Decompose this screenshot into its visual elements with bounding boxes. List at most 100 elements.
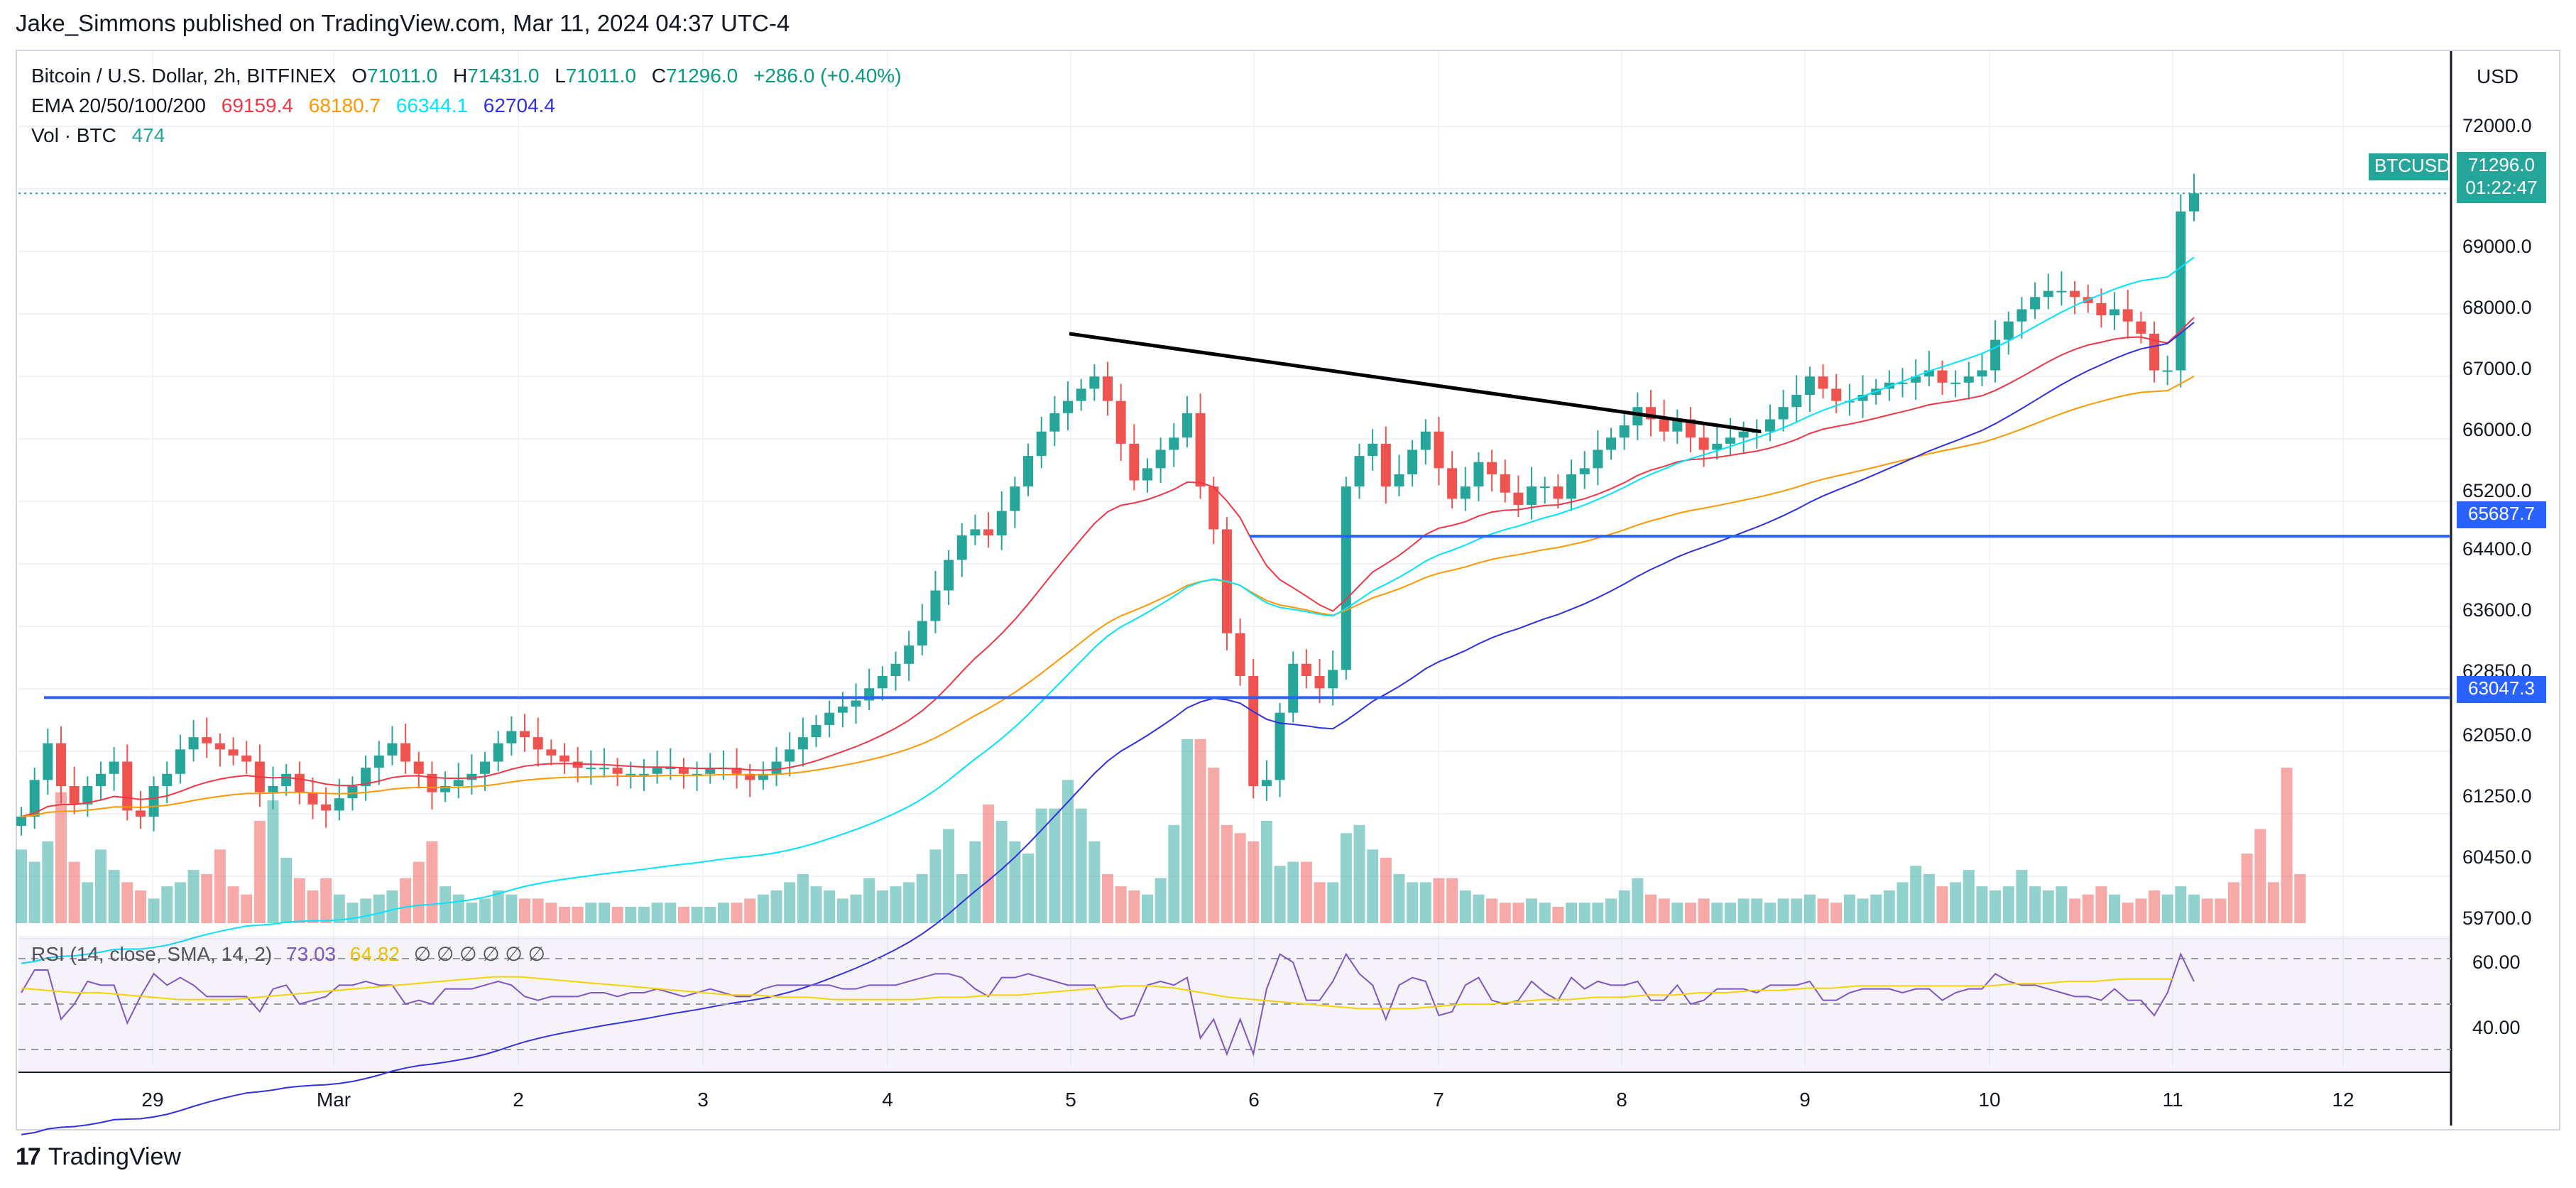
candle-body	[1712, 443, 1723, 450]
volume-bar	[1671, 903, 1683, 923]
candle	[453, 763, 464, 799]
candle-body	[1791, 395, 1802, 408]
price-tick-label: 65200.0	[2462, 480, 2532, 501]
volume-bar	[1751, 898, 1763, 923]
rsi-sma-line	[21, 976, 2173, 1010]
candle-body	[1579, 468, 1590, 474]
volume-bar	[519, 898, 531, 923]
candle-body	[2056, 290, 2067, 293]
candle-body	[413, 761, 424, 774]
volume-bar	[1843, 894, 1855, 923]
ema200-value: 62704.4	[483, 94, 555, 116]
volume-bar	[426, 841, 438, 923]
volume-bar	[1632, 878, 1644, 923]
volume-bar	[1936, 886, 1948, 923]
candle-body	[1115, 400, 1126, 444]
volume-bar	[876, 890, 888, 923]
volume-bar	[598, 903, 610, 923]
candle-body	[1380, 443, 1391, 487]
time-tick-label: 12	[2332, 1089, 2354, 1111]
candle-body	[851, 700, 861, 707]
volume-bar	[1340, 833, 1352, 923]
candle	[1778, 390, 1789, 432]
candle	[2136, 311, 2146, 344]
price-axis: 72000.070000.069000.068000.067000.066000…	[2462, 115, 2532, 1038]
volume-bar	[929, 849, 942, 923]
candle	[586, 751, 596, 785]
candle	[1672, 409, 1683, 444]
volume-bar	[2227, 882, 2239, 923]
chart-frame[interactable]	[16, 50, 2560, 1130]
candle	[983, 512, 994, 548]
currency-label[interactable]: USD	[2477, 65, 2519, 87]
candle	[1235, 618, 1245, 686]
candle-body	[2043, 290, 2053, 298]
candle	[917, 604, 927, 655]
candle	[1950, 370, 1961, 398]
candle	[930, 570, 941, 633]
candle-body	[268, 785, 278, 792]
candle-body	[1328, 670, 1338, 689]
volume-bar	[1870, 894, 1882, 923]
candle-body	[1169, 437, 1179, 450]
candle	[241, 741, 252, 774]
candle	[851, 683, 861, 724]
candle	[268, 766, 278, 810]
candle-body	[440, 785, 451, 792]
candle-body	[612, 768, 623, 774]
candle	[1791, 375, 1802, 422]
volume-bar	[2188, 894, 2200, 923]
volume-bar	[585, 903, 597, 923]
candle	[1314, 658, 1325, 703]
volume-bar	[2281, 768, 2293, 923]
candle	[1831, 374, 1842, 413]
volume-bar	[320, 878, 332, 923]
candle	[2110, 292, 2120, 330]
ema50-value: 68180.7	[308, 94, 381, 116]
volume-bar	[2029, 886, 2041, 923]
candle	[188, 720, 199, 762]
candle	[109, 746, 119, 791]
candle-body	[1487, 462, 1497, 474]
ema20-value: 69159.4	[221, 94, 293, 116]
volume-bar	[280, 857, 293, 923]
candle-body	[2136, 321, 2146, 334]
candle	[1447, 451, 1458, 509]
candle	[1221, 517, 1232, 650]
volume-bar	[810, 886, 822, 923]
volume-bar	[731, 903, 743, 923]
candle	[1804, 366, 1815, 413]
resistance-trendline	[1069, 332, 1762, 434]
candle-body	[1527, 486, 1537, 505]
candle	[43, 729, 53, 795]
candle-body	[493, 743, 503, 762]
candle	[1261, 760, 1272, 801]
candle	[785, 732, 795, 777]
volume-bar	[2161, 894, 2173, 923]
candle-body	[771, 761, 782, 774]
volume-bar	[1592, 903, 1604, 923]
candle	[1420, 419, 1431, 465]
candle-body	[228, 749, 239, 756]
candle-body	[294, 773, 305, 792]
candle	[678, 758, 689, 789]
candle-body	[241, 755, 252, 762]
volume-bar	[373, 894, 385, 923]
trendline	[1069, 332, 1762, 434]
candle	[1103, 361, 1113, 416]
candle-body	[1368, 443, 1378, 457]
volume-bar	[2241, 854, 2253, 923]
candle-body	[996, 511, 1007, 536]
volume-bar	[241, 894, 253, 923]
candle-body	[2030, 297, 2041, 310]
volume-bar	[2122, 903, 2134, 923]
candle-body	[1155, 449, 1166, 469]
candle	[1487, 449, 1497, 492]
volume-bar	[94, 849, 107, 923]
candle	[1169, 423, 1179, 467]
footer-brand[interactable]: 17 TradingView	[16, 1143, 181, 1171]
candle-body	[95, 773, 106, 786]
volume-bar	[2109, 894, 2121, 923]
candle-body	[214, 743, 225, 750]
